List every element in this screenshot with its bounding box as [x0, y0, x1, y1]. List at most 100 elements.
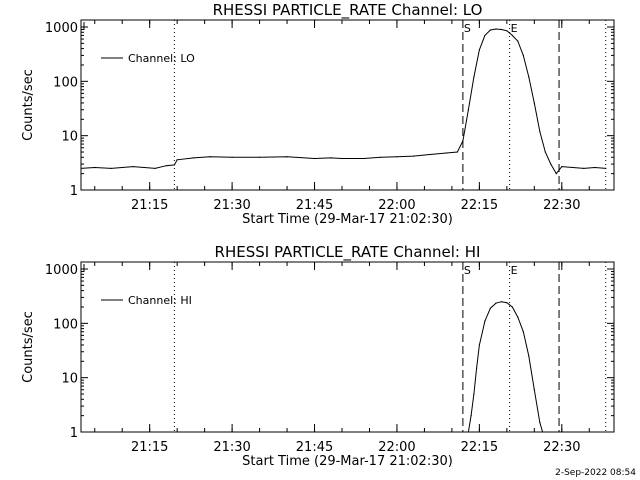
- legend-label: Channel: LO: [128, 52, 195, 65]
- data-point: [489, 29, 491, 31]
- y-axis-label: Counts/sec: [21, 69, 36, 141]
- data-point: [412, 155, 415, 157]
- chart-panel-2: RHESSI PARTICLE_RATE Channel: HI 1 10 100 10…: [21, 243, 615, 469]
- y-tick-label: 10: [61, 130, 78, 145]
- chart-title: RHESSI PARTICLE_RATE Channel: LO: [213, 1, 483, 20]
- legend-label: Channel: HI: [128, 294, 192, 307]
- data-point: [484, 34, 486, 37]
- data-point: [476, 367, 478, 369]
- x-tick-label: 21:30: [213, 198, 250, 213]
- data-point: [110, 167, 112, 169]
- data-point: [121, 166, 123, 169]
- time-marker-label: E: [511, 264, 518, 277]
- x-tick-label: 22:30: [543, 440, 580, 455]
- data-point: [478, 49, 480, 51]
- data-point: [473, 76, 475, 78]
- y-tick-label: 1000: [45, 263, 78, 278]
- data-point: [517, 316, 519, 318]
- data-point: [541, 431, 544, 432]
- data-point: [478, 344, 480, 346]
- data-point: [193, 157, 195, 159]
- data-point: [81, 167, 82, 169]
- data-point: [231, 156, 233, 158]
- plot-frame: [80, 19, 615, 191]
- data-point: [528, 76, 530, 78]
- data-point: [550, 163, 552, 165]
- data-point: [511, 34, 513, 37]
- data-point: [517, 40, 519, 42]
- data-point: [209, 156, 211, 158]
- data-point: [500, 28, 502, 31]
- y-tick-label: 1000: [45, 21, 78, 36]
- data-point: [313, 157, 316, 160]
- chart-panel-1: RHESSI PARTICLE_RATE Channel: LO 1 10 100 10…: [21, 1, 615, 227]
- data-point: [473, 393, 475, 395]
- data-point: [154, 167, 156, 169]
- data-point: [489, 307, 491, 309]
- data-point: [495, 28, 497, 30]
- series-line: [467, 301, 544, 432]
- x-tick-label: 22:15: [461, 198, 498, 213]
- data-point: [143, 166, 145, 169]
- data-point: [511, 306, 513, 308]
- x-axis-label: Start Time (29-Mar-17 21:02:30): [242, 454, 453, 469]
- y-tick-label: 1: [70, 426, 78, 441]
- data-point: [533, 389, 535, 391]
- data-point: [605, 167, 607, 169]
- data-point: [165, 165, 167, 167]
- x-tick-label: 21:30: [213, 440, 250, 455]
- data-point: [379, 156, 382, 158]
- data-point: [506, 302, 508, 304]
- data-point: [500, 301, 502, 303]
- x-tick-label: 22:00: [378, 198, 415, 213]
- data-point: [561, 165, 563, 168]
- data-point: [572, 166, 574, 169]
- data-point: [286, 156, 288, 158]
- x-tick-label: 22:30: [543, 198, 580, 213]
- data-point: [467, 431, 469, 432]
- data-point: [555, 173, 557, 175]
- data-point: [484, 320, 486, 322]
- data-point: [363, 157, 365, 160]
- data-point: [467, 109, 469, 111]
- data-point: [528, 355, 530, 357]
- y-axis-label: Counts/sec: [21, 311, 36, 383]
- chart-title: RHESSI PARTICLE_RATE Channel: HI: [215, 243, 481, 262]
- data-point: [341, 157, 343, 160]
- data-point: [456, 151, 458, 153]
- data-point: [173, 164, 176, 166]
- data-point: [522, 331, 524, 333]
- y-tick-label: 100: [53, 317, 78, 332]
- data-point: [94, 166, 96, 169]
- data-point: [176, 159, 178, 161]
- data-point: [533, 102, 535, 104]
- data-point: [594, 166, 596, 169]
- y-tick-label: 1: [70, 184, 78, 199]
- data-point: [330, 157, 332, 159]
- data-point: [429, 153, 431, 156]
- data-point: [539, 130, 541, 132]
- x-tick-label: 22:15: [461, 440, 498, 455]
- data-point: [522, 54, 524, 57]
- data-point: [583, 167, 585, 169]
- x-tick-label: 21:45: [296, 198, 333, 213]
- data-point: [132, 165, 134, 168]
- y-tick-label: 10: [61, 372, 78, 387]
- data-point: [462, 140, 464, 142]
- data-point: [258, 156, 261, 158]
- y-tick-label: 100: [53, 75, 78, 90]
- x-axis-label: Start Time (29-Mar-17 21:02:30): [242, 212, 453, 227]
- data-point: [539, 421, 541, 424]
- plot-frame: [80, 261, 615, 433]
- data-point: [396, 156, 398, 158]
- data-point: [506, 30, 508, 32]
- time-marker-label: S: [464, 264, 471, 277]
- time-marker-label: S: [464, 22, 471, 35]
- x-tick-label: 22:00: [378, 440, 415, 455]
- data-point: [544, 151, 546, 153]
- footer-timestamp: 2-Sep-2022 08:54: [555, 468, 636, 478]
- data-point: [470, 415, 472, 417]
- data-point: [445, 152, 448, 154]
- x-tick-label: 21:15: [131, 440, 168, 455]
